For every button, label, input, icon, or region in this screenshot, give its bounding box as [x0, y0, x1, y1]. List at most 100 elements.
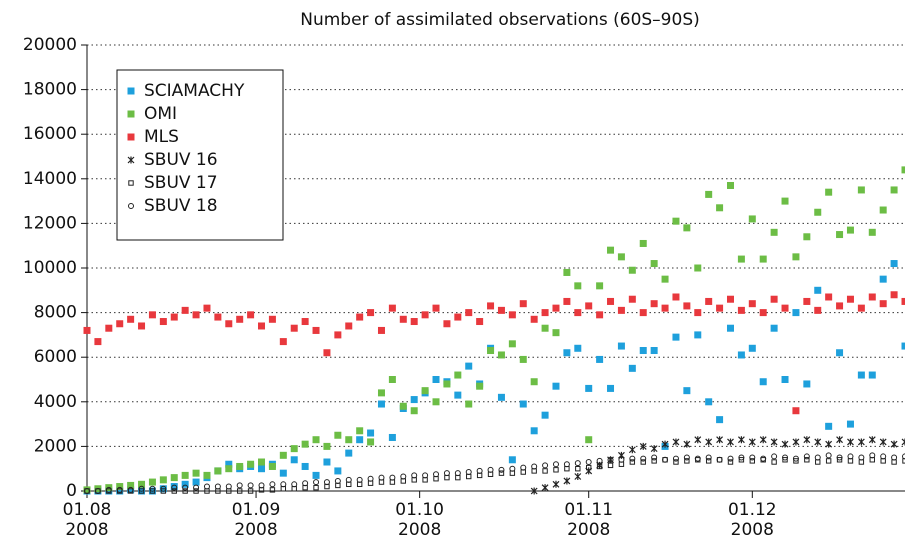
point	[530, 315, 538, 323]
point	[116, 486, 123, 493]
point	[377, 400, 385, 408]
point	[94, 488, 101, 494]
point	[803, 380, 811, 388]
point	[465, 362, 473, 370]
point	[542, 462, 549, 469]
point	[748, 438, 756, 446]
series	[530, 436, 905, 495]
point	[868, 371, 876, 379]
point	[148, 311, 156, 319]
point	[683, 224, 691, 232]
point	[651, 454, 658, 461]
point	[291, 481, 298, 488]
point	[258, 458, 266, 466]
point	[236, 462, 244, 470]
point	[410, 396, 418, 404]
point	[585, 436, 593, 444]
point	[836, 349, 844, 357]
point	[138, 480, 146, 488]
point	[868, 228, 876, 236]
point	[334, 467, 342, 475]
point	[541, 411, 549, 419]
point	[726, 181, 734, 189]
point	[476, 467, 483, 474]
point	[563, 268, 571, 276]
point	[313, 484, 319, 491]
point	[465, 309, 473, 317]
point	[465, 400, 473, 408]
point	[628, 364, 636, 372]
point	[901, 342, 905, 350]
y-tick-label: 6000	[34, 347, 77, 367]
point	[367, 309, 375, 317]
point	[825, 422, 833, 430]
point	[149, 488, 156, 494]
point	[782, 454, 789, 461]
point	[759, 378, 767, 386]
point	[192, 469, 200, 477]
point	[574, 309, 582, 317]
point	[519, 300, 527, 308]
point	[585, 384, 593, 392]
point	[193, 484, 200, 491]
point	[487, 302, 495, 310]
point	[530, 487, 538, 495]
point	[388, 304, 396, 312]
point	[737, 255, 745, 263]
point	[847, 453, 854, 460]
point	[683, 387, 691, 395]
point	[181, 471, 189, 479]
point	[247, 460, 255, 468]
point	[902, 453, 905, 460]
point	[781, 440, 789, 448]
point	[269, 481, 276, 488]
point	[694, 455, 701, 462]
point	[225, 320, 233, 328]
point	[323, 349, 331, 357]
point	[759, 436, 767, 444]
point	[640, 459, 646, 465]
point	[541, 309, 549, 317]
point	[530, 378, 538, 386]
y-tick-label: 18000	[23, 80, 77, 100]
point	[792, 438, 800, 446]
point	[203, 483, 210, 490]
point	[552, 461, 559, 468]
point	[890, 186, 898, 194]
point	[629, 459, 636, 465]
point	[705, 454, 712, 461]
point	[105, 324, 113, 332]
point	[792, 253, 800, 261]
point	[586, 464, 592, 471]
point	[258, 482, 265, 489]
series	[83, 291, 905, 415]
point	[857, 371, 865, 379]
chart-title: Number of assimilated observations (60S–…	[300, 10, 700, 30]
point	[803, 297, 811, 305]
x-tick-label: 01.12 2008	[727, 500, 777, 540]
point	[553, 467, 559, 473]
point	[301, 318, 309, 326]
point	[803, 233, 811, 241]
point	[214, 313, 222, 321]
point	[432, 376, 440, 383]
point	[290, 445, 298, 453]
point	[388, 433, 396, 441]
point	[356, 476, 363, 483]
point	[312, 471, 320, 479]
point	[247, 488, 254, 494]
point	[771, 453, 778, 460]
point	[84, 488, 90, 494]
point	[836, 231, 844, 239]
y-tick-label: 0	[66, 481, 77, 501]
point	[596, 457, 603, 464]
series	[83, 166, 905, 494]
point	[814, 208, 822, 216]
point	[301, 440, 309, 448]
point	[726, 324, 734, 332]
point	[563, 461, 570, 468]
point	[792, 407, 800, 415]
point	[825, 452, 832, 459]
point	[149, 485, 156, 492]
